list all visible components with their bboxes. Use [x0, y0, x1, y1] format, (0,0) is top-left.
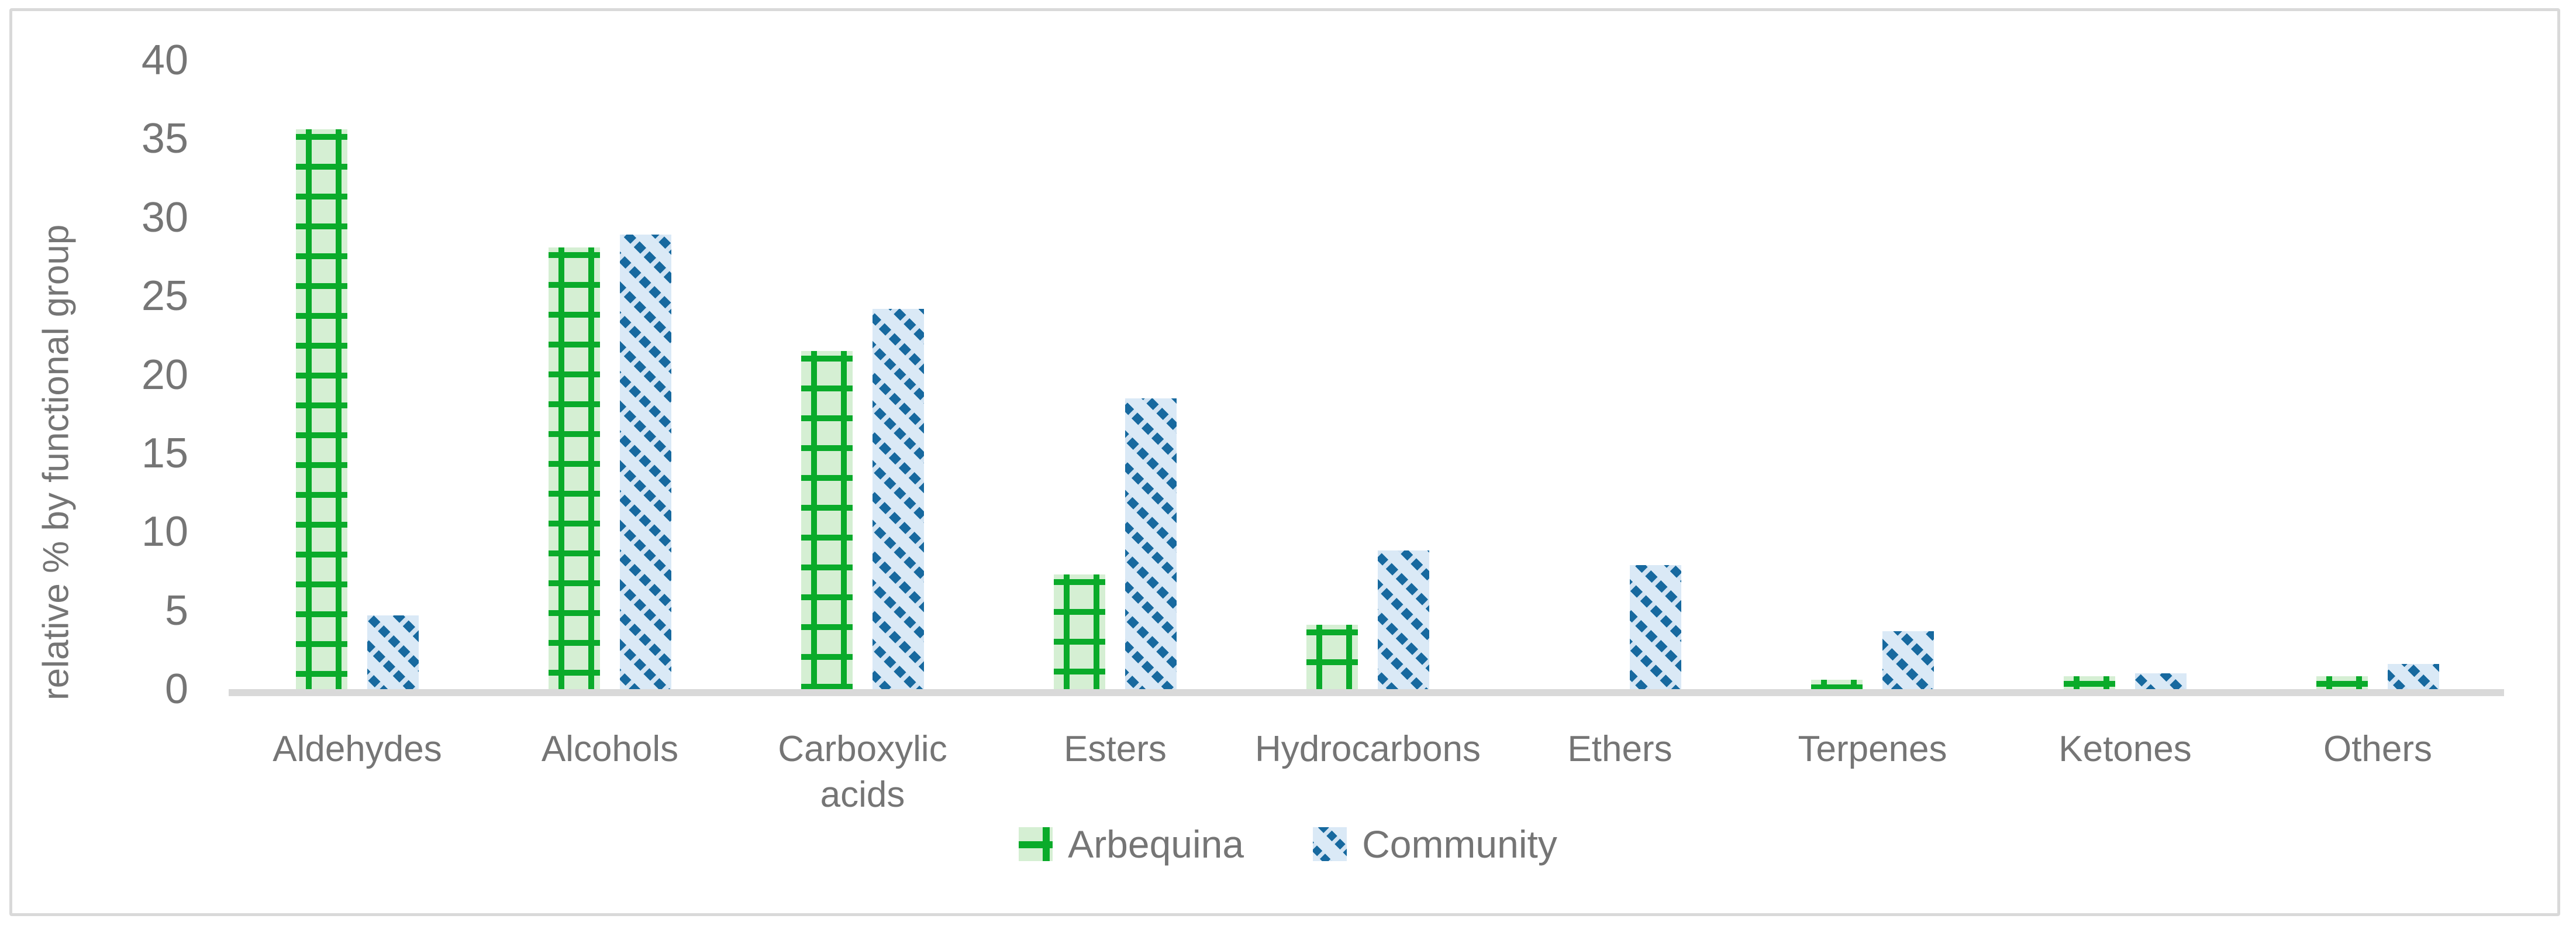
bar-community-carboxylic-acids [873, 309, 924, 689]
bar-arbequina-terpenes [1811, 680, 1863, 689]
y-tick-label-35: 35 [141, 115, 188, 163]
category-label-carboxylic-acids: Carboxylic acids [778, 729, 947, 815]
bar-community-aldehydes [367, 615, 419, 689]
y-tick-label-15: 15 [141, 429, 188, 477]
y-tick-label-5: 5 [164, 587, 188, 634]
community-swatch-icon [1313, 827, 1347, 861]
category-label-hydrocarbons: Hydrocarbons [1255, 729, 1481, 769]
bar-arbequina-others [2316, 676, 2368, 689]
y-tick-label-10: 10 [141, 508, 188, 556]
bar-arbequina-esters [1054, 574, 1105, 689]
bar-community-others [2388, 664, 2439, 689]
y-tick-label-20: 20 [141, 351, 188, 398]
figure-border [9, 8, 2560, 916]
y-tick-label-40: 40 [141, 37, 188, 84]
y-tick-label-30: 30 [141, 194, 188, 241]
bar-community-ketones [2135, 673, 2187, 689]
bar-community-esters [1125, 398, 1177, 689]
category-label-ethers: Ethers [1567, 729, 1672, 769]
bar-community-hydrocarbons [1378, 550, 1429, 689]
x-axis-baseline [229, 689, 2504, 696]
bar-arbequina-aldehydes [296, 129, 347, 689]
category-label-alcohols: Alcohols [541, 729, 679, 769]
legend-item-community: Community [1313, 822, 1557, 866]
bar-arbequina-alcohols [549, 247, 600, 689]
category-label-esters: Esters [1064, 729, 1167, 769]
legend: Arbequina Community [0, 822, 2576, 866]
category-label-terpenes: Terpenes [1798, 729, 1947, 769]
bar-community-ethers [1630, 565, 1681, 689]
bar-arbequina-carboxylic-acids [801, 351, 853, 689]
category-label-ketones: Ketones [2058, 729, 2192, 769]
arbequina-swatch-icon [1019, 827, 1053, 861]
bar-arbequina-hydrocarbons [1306, 625, 1358, 689]
category-label-aldehydes: Aldehydes [273, 729, 442, 769]
legend-label-community: Community [1362, 822, 1557, 866]
bar-arbequina-ketones [2064, 676, 2115, 689]
legend-item-arbequina: Arbequina [1019, 822, 1244, 866]
category-label-others: Others [2323, 729, 2433, 769]
legend-label-arbequina: Arbequina [1068, 822, 1244, 866]
bar-community-terpenes [1882, 631, 1934, 689]
y-tick-label-25: 25 [141, 273, 188, 320]
y-tick-label-0: 0 [164, 666, 188, 713]
bar-community-alcohols [620, 235, 671, 689]
